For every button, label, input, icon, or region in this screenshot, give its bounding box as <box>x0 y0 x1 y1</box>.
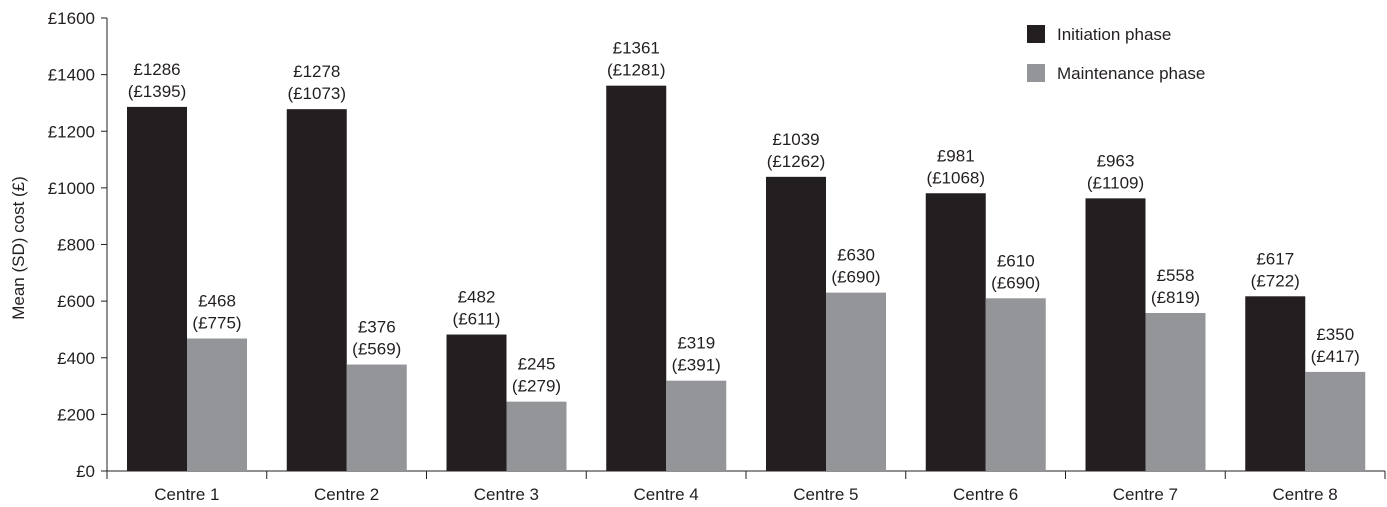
bar-sd-label: (£1395) <box>128 82 187 101</box>
y-axis-title: Mean (SD) cost (£) <box>9 176 28 320</box>
y-tick-label: £200 <box>57 405 95 424</box>
bar-initiation <box>766 176 826 471</box>
bar-value-label: £630 <box>837 246 875 265</box>
bar-value-label: £981 <box>937 146 975 165</box>
y-tick-label: £1200 <box>48 122 95 141</box>
legend-label: Maintenance phase <box>1057 64 1205 83</box>
bar-initiation <box>1245 296 1306 471</box>
x-category-label: Centre 5 <box>793 485 858 504</box>
x-category-label: Centre 6 <box>953 485 1018 504</box>
bar-value-label: £482 <box>458 288 496 307</box>
bar-sd-label: (£611) <box>453 310 501 329</box>
bar-sd-label: (£391) <box>672 356 721 375</box>
bar-value-label: £1286 <box>133 60 180 79</box>
bar-maintenance <box>1145 313 1206 471</box>
bar-initiation <box>925 193 986 471</box>
bar-value-label: £245 <box>518 355 556 374</box>
y-tick-label: £400 <box>57 349 95 368</box>
y-tick-label: £1000 <box>48 179 95 198</box>
bar-value-label: £617 <box>1256 249 1294 268</box>
bar-value-label: £350 <box>1316 325 1354 344</box>
y-axis: £0 £200 £400 £600 £800 £1000 £1200 £1400 £1600 <box>48 9 108 481</box>
x-category-label: Centre 8 <box>1273 485 1338 504</box>
legend-swatch <box>1027 25 1045 43</box>
bar-initiation <box>127 106 187 472</box>
bar-sd-label: (£819) <box>1151 288 1200 307</box>
bar-value-label: £376 <box>358 318 396 337</box>
bar-maintenance <box>187 338 247 471</box>
bar-maintenance <box>985 298 1046 471</box>
bar-maintenance <box>506 401 567 471</box>
y-tick-label: £1600 <box>48 9 95 28</box>
y-tick-label: £1400 <box>48 66 95 85</box>
y-tick-label: £0 <box>76 462 95 481</box>
bar-sd-label: (£722) <box>1251 271 1300 290</box>
legend: Initiation phase Maintenance phase <box>1027 25 1205 83</box>
bar-value-label: £558 <box>1157 266 1195 285</box>
legend-label: Initiation phase <box>1057 25 1171 44</box>
bar-sd-label: (£775) <box>192 313 241 332</box>
bar-sd-label: (£690) <box>991 273 1040 292</box>
y-tick-label: £800 <box>57 236 95 255</box>
bar-sd-label: (£417) <box>1311 347 1360 366</box>
x-category-label: Centre 7 <box>1113 485 1178 504</box>
bar-sd-label: (£690) <box>831 268 880 287</box>
bar-sd-label: (£1262) <box>767 152 826 171</box>
bar-maintenance <box>1305 371 1366 471</box>
bar-sd-label: (£1073) <box>287 84 346 103</box>
x-axis: Centre 1 Centre 2 Centre 3 Centre 4 Centre 5… <box>106 470 1386 504</box>
legend-swatch <box>1027 64 1045 82</box>
bars: (£1395) £1286 (£775) £468 (£1073) £1278 (£569)… <box>127 39 1366 472</box>
bar-value-label: £610 <box>997 251 1035 270</box>
x-category-label: Centre 4 <box>634 485 699 504</box>
bar-maintenance <box>826 292 886 471</box>
x-category-label: Centre 2 <box>314 485 379 504</box>
bar-sd-label: (£1068) <box>926 168 985 187</box>
bar-value-label: £1039 <box>772 130 819 149</box>
bar-initiation <box>286 109 347 471</box>
bar-sd-label: (£569) <box>352 340 401 359</box>
x-category-label: Centre 3 <box>474 485 539 504</box>
bar-value-label: £468 <box>198 291 236 310</box>
bar-initiation <box>606 85 667 472</box>
bar-initiation <box>446 334 507 471</box>
bar-value-label: £1278 <box>293 62 340 81</box>
bar-value-label: £319 <box>677 334 715 353</box>
bar-maintenance <box>346 364 407 471</box>
bar-value-label: £1361 <box>613 39 660 58</box>
bar-value-label: £963 <box>1097 151 1135 170</box>
bar-sd-label: (£1281) <box>607 61 666 80</box>
bar-initiation <box>1085 198 1146 471</box>
y-tick-label: £600 <box>57 292 95 311</box>
x-category-label: Centre 1 <box>154 485 219 504</box>
bar-sd-label: (£1109) <box>1087 173 1144 192</box>
bar-sd-label: (£279) <box>512 377 561 396</box>
bar-maintenance <box>666 380 727 471</box>
